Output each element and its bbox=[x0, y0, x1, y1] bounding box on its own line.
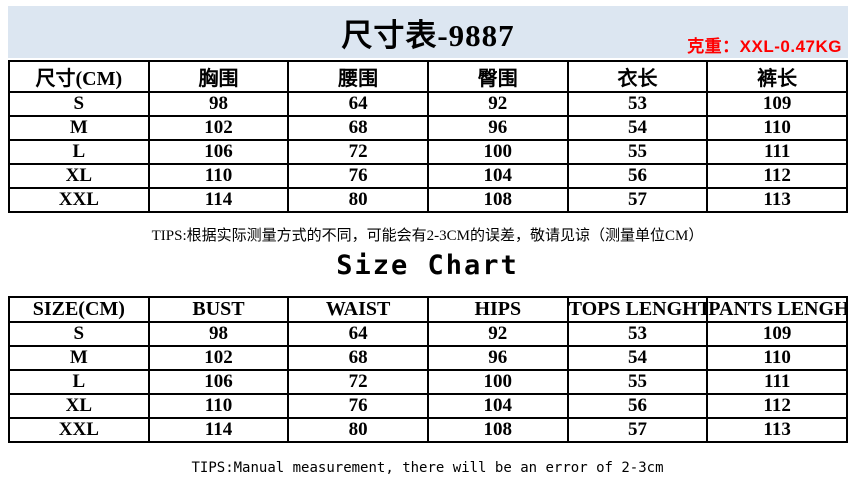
measurement-cell: 54 bbox=[566, 345, 709, 371]
measurement-cell: 55 bbox=[566, 139, 709, 165]
size-cell: S bbox=[8, 91, 150, 117]
size-cell: S bbox=[8, 321, 150, 347]
measurement-cell: 54 bbox=[566, 115, 709, 141]
table-row: S 98 64 92 53 109 bbox=[8, 321, 848, 347]
size-cell: XL bbox=[8, 393, 150, 419]
measurement-cell: 109 bbox=[706, 91, 848, 117]
measurement-cell: 53 bbox=[566, 91, 709, 117]
column-header: 臀围 bbox=[426, 60, 569, 93]
size-cell: XXL bbox=[8, 417, 150, 443]
measurement-cell: 100 bbox=[426, 139, 569, 165]
measurement-cell: 72 bbox=[287, 369, 429, 395]
measurement-cell: 104 bbox=[426, 393, 569, 419]
measurement-cell: 106 bbox=[147, 139, 290, 165]
header-row: SIZE(CM) BUST WAIST HIPS TOPS LENGHT PANTS LE… bbox=[8, 296, 848, 323]
column-header: WAIST bbox=[287, 296, 429, 323]
measurement-cell: 108 bbox=[426, 187, 569, 213]
measurement-cell: 92 bbox=[426, 91, 569, 117]
measurement-cell: 56 bbox=[566, 163, 709, 189]
measurement-cell: 109 bbox=[706, 321, 848, 347]
table-row: XXL 114 80 108 57 113 bbox=[8, 187, 848, 213]
measurement-cell: 98 bbox=[147, 91, 290, 117]
measurement-cell: 113 bbox=[706, 187, 848, 213]
table-body: S 98 64 92 53 109 M 102 68 96 54 110 L 106 72 100 55 111 X… bbox=[8, 91, 848, 213]
measurement-cell: 102 bbox=[147, 115, 290, 141]
size-cell: M bbox=[8, 115, 150, 141]
measurement-cell: 68 bbox=[287, 345, 429, 371]
title-band: 尺寸表-9887 克重：XXL-0.47KG bbox=[8, 6, 848, 58]
column-header: HIPS bbox=[426, 296, 569, 323]
table-row: XXL 114 80 108 57 113 bbox=[8, 417, 848, 443]
measurement-cell: 96 bbox=[426, 115, 569, 141]
size-cell: XXL bbox=[8, 187, 150, 213]
size-cell: M bbox=[8, 345, 150, 371]
size-table-en: SIZE(CM) BUST WAIST HIPS TOPS LENGHT PANTS LE… bbox=[8, 296, 848, 443]
measurement-cell: 68 bbox=[287, 115, 429, 141]
measurement-cell: 55 bbox=[566, 369, 709, 395]
measurement-cell: 113 bbox=[706, 417, 848, 443]
table-row: S 98 64 92 53 109 bbox=[8, 91, 848, 117]
measurement-cell: 53 bbox=[566, 321, 709, 347]
column-header: 尺寸(CM) bbox=[8, 60, 150, 93]
table-row: L 106 72 100 55 111 bbox=[8, 139, 848, 165]
size-cell: L bbox=[8, 369, 150, 395]
measurement-cell: 108 bbox=[426, 417, 569, 443]
column-header: 腰围 bbox=[287, 60, 429, 93]
measurement-cell: 111 bbox=[706, 139, 848, 165]
measurement-cell: 57 bbox=[566, 187, 709, 213]
column-header: 胸围 bbox=[147, 60, 290, 93]
table-row: M 102 68 96 54 110 bbox=[8, 345, 848, 371]
measurement-cell: 98 bbox=[147, 321, 290, 347]
measurement-cell: 104 bbox=[426, 163, 569, 189]
measurement-cell: 76 bbox=[287, 163, 429, 189]
column-header: SIZE(CM) bbox=[8, 296, 150, 323]
tips-note-en: TIPS:Manual measurement, there will be a… bbox=[191, 460, 664, 476]
measurement-cell: 114 bbox=[147, 187, 290, 213]
table-row: XL 110 76 104 56 112 bbox=[8, 393, 848, 419]
header-row: 尺寸(CM) 胸围 腰围 臀围 衣长 裤长 bbox=[8, 60, 848, 93]
tips-note-cn: TIPS:根据实际测量方式的不同，可能会有2-3CM的误差，敬请见谅（测量单位C… bbox=[151, 228, 704, 244]
measurement-cell: 96 bbox=[426, 345, 569, 371]
size-cell: L bbox=[8, 139, 150, 165]
measurement-cell: 114 bbox=[147, 417, 290, 443]
size-table-cn: 尺寸(CM) 胸围 腰围 臀围 衣长 裤长 S 98 64 92 53 109 M 102 68 96 54 1… bbox=[8, 60, 848, 213]
column-header: PANTS LENGHT bbox=[706, 296, 848, 323]
column-header: TOPS LENGHT bbox=[566, 296, 709, 323]
measurement-cell: 80 bbox=[287, 417, 429, 443]
measurement-cell: 110 bbox=[706, 345, 848, 371]
column-header: BUST bbox=[147, 296, 290, 323]
measurement-cell: 106 bbox=[147, 369, 290, 395]
measurement-cell: 110 bbox=[147, 393, 290, 419]
table-row: M 102 68 96 54 110 bbox=[8, 115, 848, 141]
measurement-cell: 72 bbox=[287, 139, 429, 165]
measurement-cell: 64 bbox=[287, 91, 429, 117]
column-header: 裤长 bbox=[706, 60, 848, 93]
measurement-cell: 110 bbox=[706, 115, 848, 141]
weight-note: 克重：XXL-0.47KG bbox=[687, 37, 842, 56]
measurement-cell: 76 bbox=[287, 393, 429, 419]
measurement-cell: 112 bbox=[706, 163, 848, 189]
size-cell: XL bbox=[8, 163, 150, 189]
section-title-en: Size Chart bbox=[336, 250, 519, 281]
measurement-cell: 92 bbox=[426, 321, 569, 347]
measurement-cell: 56 bbox=[566, 393, 709, 419]
measurement-cell: 80 bbox=[287, 187, 429, 213]
measurement-cell: 102 bbox=[147, 345, 290, 371]
measurement-cell: 64 bbox=[287, 321, 429, 347]
page-title: 尺寸表-9887 bbox=[341, 17, 515, 53]
measurement-cell: 110 bbox=[147, 163, 290, 189]
table-row: XL 110 76 104 56 112 bbox=[8, 163, 848, 189]
table-row: L 106 72 100 55 111 bbox=[8, 369, 848, 395]
measurement-cell: 112 bbox=[706, 393, 848, 419]
measurement-cell: 57 bbox=[566, 417, 709, 443]
table-body: S 98 64 92 53 109 M 102 68 96 54 110 L 106 72 100 55 111 X… bbox=[8, 321, 848, 443]
measurement-cell: 100 bbox=[426, 369, 569, 395]
measurement-cell: 111 bbox=[706, 369, 848, 395]
column-header: 衣长 bbox=[566, 60, 709, 93]
